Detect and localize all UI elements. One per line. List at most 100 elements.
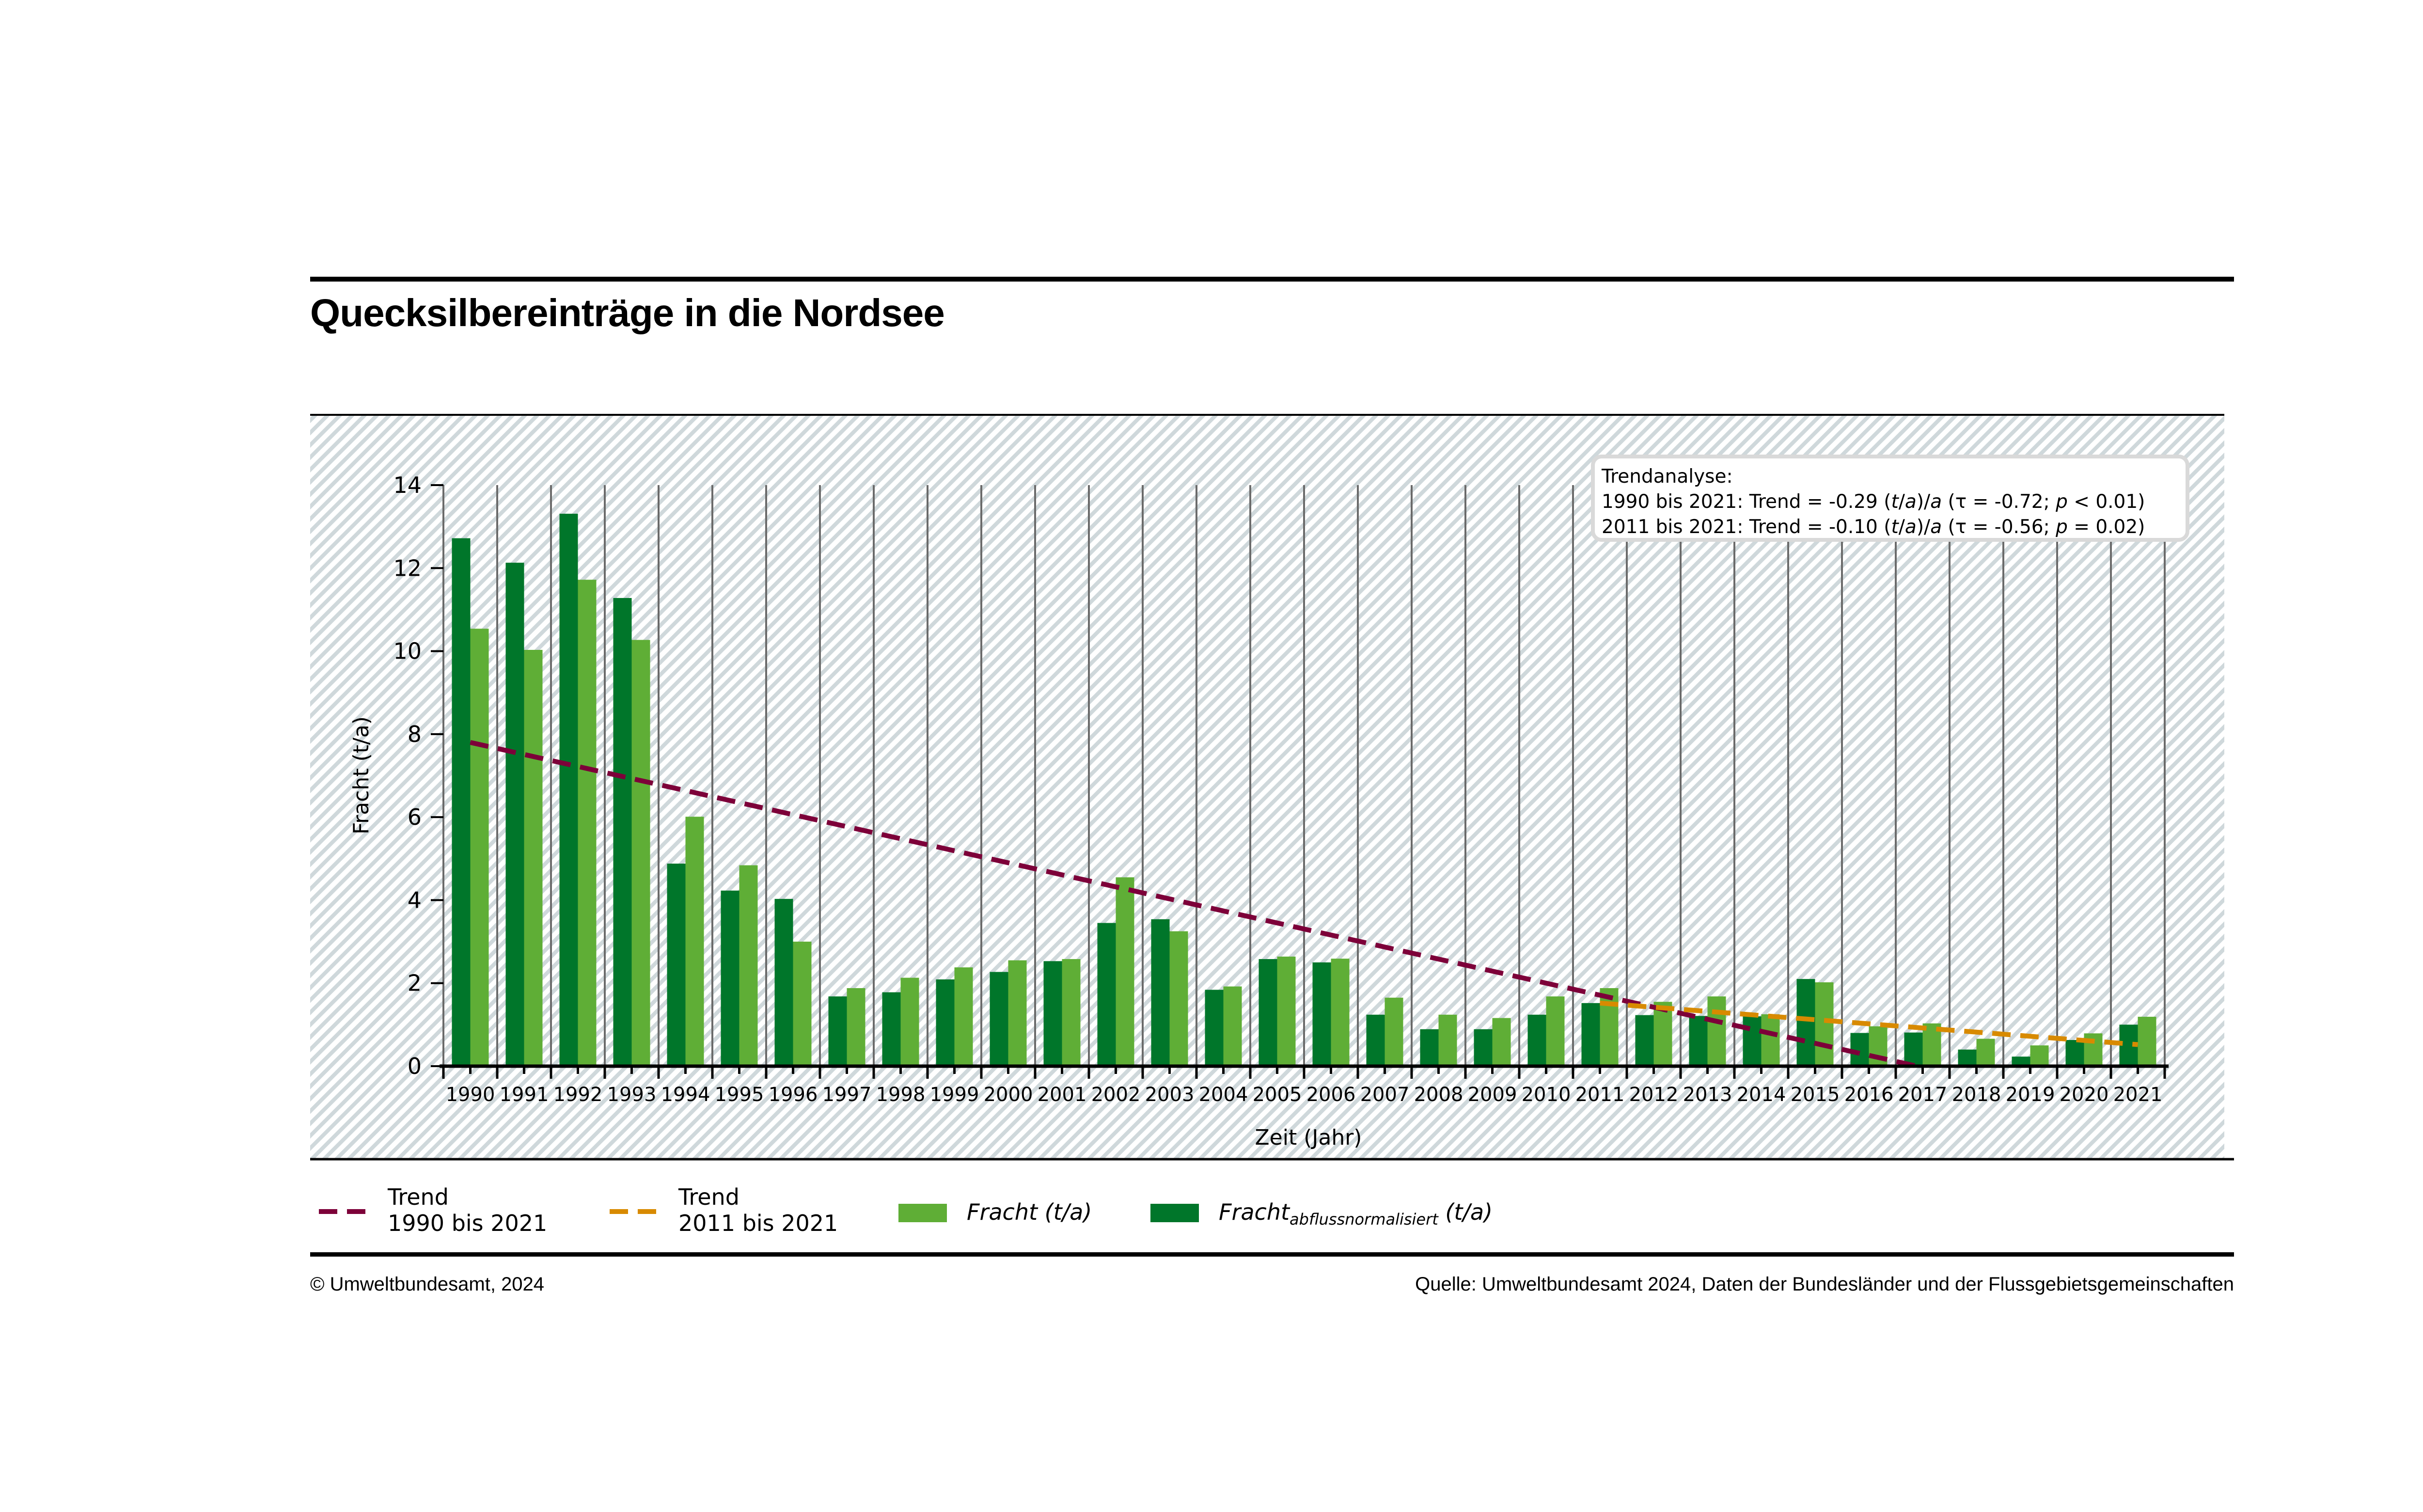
x-tick-label: 2008	[1414, 1084, 1463, 1106]
p-value: < 0.01)	[2067, 491, 2145, 513]
x-tick-label: 2009	[1468, 1084, 1517, 1106]
bar-fracht	[1277, 956, 1296, 1066]
unit-a: a	[1904, 491, 1917, 513]
bar-fracht	[1600, 988, 1619, 1066]
x-axis-label: Zeit (Jahr)	[1255, 1125, 1362, 1150]
bar-fracht	[1653, 1002, 1672, 1066]
bar-fracht	[2030, 1045, 2049, 1066]
x-tick-label: 1999	[930, 1084, 979, 1106]
x-tick-label: 2006	[1306, 1084, 1356, 1106]
x-tick-label: 1996	[769, 1084, 818, 1106]
x-tick-label: 1998	[876, 1084, 926, 1106]
tau: (τ = -0.72;	[1942, 491, 2056, 513]
bar-fracht	[1331, 959, 1350, 1066]
x-tick-label: 2020	[2060, 1084, 2109, 1106]
legend-fracht-unit: (t/a)	[1044, 1199, 1092, 1225]
x-tick-label: 2000	[984, 1084, 1033, 1106]
bar-fracht	[1976, 1039, 1995, 1066]
x-tick-label: 2001	[1038, 1084, 1087, 1106]
x-tick-label: 2003	[1145, 1084, 1195, 1106]
y-tick-label: 6	[408, 804, 422, 830]
bar-fracht	[1385, 997, 1403, 1066]
x-tick-label: 2004	[1199, 1084, 1248, 1106]
trend-line-2011-2021	[1600, 1000, 2138, 1047]
p-symbol: p	[2056, 516, 2068, 538]
mid: )/	[1916, 491, 1931, 513]
bar-fracht-normalized	[613, 598, 632, 1066]
y-tick-label: 2	[408, 970, 422, 996]
bar-fracht	[1438, 1014, 1457, 1066]
y-tick-label: 0	[408, 1053, 422, 1079]
y-axis-label: Fracht (t/a)	[349, 716, 374, 835]
bar-fracht-normalized	[1097, 923, 1116, 1066]
bar-fracht	[847, 988, 865, 1066]
y-tick-label: 12	[393, 555, 422, 581]
bar-fracht	[685, 817, 704, 1066]
legend-fracht-norm-label: Fracht	[1219, 1199, 1290, 1225]
legend-trend2: Trend 2011 bis 2021	[678, 1184, 838, 1236]
bar-fracht-normalized	[990, 972, 1008, 1066]
page-title: Quecksilbereinträge in die Nordsee	[310, 291, 945, 334]
fracht-norm-legend-swatch	[1150, 1204, 1199, 1222]
bar-fracht-normalized	[452, 538, 471, 1066]
bar-fracht-normalized	[721, 890, 739, 1066]
slash: /	[1898, 491, 1905, 513]
bar-fracht-normalized	[2012, 1056, 2030, 1066]
bar-fracht	[1707, 996, 1726, 1066]
p-value: = 0.02)	[2067, 516, 2145, 538]
unit-t: t	[1891, 491, 1899, 513]
x-tick-label: 2018	[1952, 1084, 2001, 1106]
unit-a: a	[1904, 516, 1917, 538]
x-tick-label: 2016	[1844, 1084, 1894, 1106]
x-tick-label: 2011	[1575, 1084, 1625, 1106]
legend-fracht-norm-sub: abflussnormalisiert	[1290, 1210, 1438, 1229]
bar-fracht-normalized	[667, 864, 686, 1066]
legend-fracht: Fracht (t/a)	[967, 1199, 1092, 1225]
grid-lines	[442, 485, 2166, 1066]
bar-fracht-normalized	[936, 979, 955, 1066]
bar-fracht-normalized	[1366, 1014, 1385, 1066]
bar-fracht-normalized	[1581, 1003, 1600, 1066]
trend2-text: 2011 bis 2021: Trend = -0.10 (	[1602, 516, 1891, 538]
bar-fracht-normalized	[505, 563, 524, 1066]
x-tick-label: 2021	[2113, 1084, 2163, 1106]
trend-lines	[470, 740, 2138, 1069]
bar-fracht-normalized	[882, 992, 901, 1066]
bar-fracht	[1116, 877, 1134, 1066]
trend-analysis-box: Trendanalyse: 1990 bis 2021: Trend = -0.…	[1591, 455, 2189, 542]
bar-fracht	[1815, 982, 1834, 1066]
bar-fracht-normalized	[1796, 979, 1815, 1066]
per-a: a	[1930, 491, 1942, 513]
bar-fracht-normalized	[828, 996, 847, 1066]
x-tick-label: 1993	[607, 1084, 657, 1106]
source-text: Quelle: Umweltbundesamt 2024, Daten der …	[1415, 1274, 2234, 1295]
x-tick-label: 2017	[1898, 1084, 1948, 1106]
bar-fracht-normalized	[1474, 1029, 1493, 1066]
bar-fracht-normalized	[1043, 961, 1062, 1066]
legend-trend1-line1: Trend	[388, 1184, 449, 1210]
legend-trend1-line2: 1990 bis 2021	[388, 1210, 548, 1236]
bar-fracht-normalized	[1259, 959, 1277, 1066]
legend-bottom-rule	[310, 1252, 2234, 1257]
fracht-legend-swatch	[898, 1204, 947, 1222]
bar-fracht	[900, 977, 919, 1066]
legend-trend2-line1: Trend	[678, 1184, 739, 1210]
top-rule	[310, 277, 2234, 282]
bar-fracht	[954, 967, 973, 1066]
bar-fracht-normalized	[1958, 1049, 1977, 1066]
bars	[452, 514, 2156, 1066]
p-symbol: p	[2056, 491, 2068, 513]
x-tick-label: 2019	[2006, 1084, 2055, 1106]
bar-fracht	[1492, 1018, 1511, 1066]
trend1-text: 1990 bis 2021: Trend = -0.29 (	[1602, 491, 1891, 513]
bar-fracht-normalized	[2065, 1040, 2084, 1066]
slash: /	[1898, 516, 1905, 538]
x-tick-label: 2007	[1360, 1084, 1410, 1106]
copyright-text: © Umweltbundesamt, 2024	[310, 1274, 545, 1295]
trend-box-line-1: 1990 bis 2021: Trend = -0.29 (t/a)/a (τ …	[1602, 489, 2179, 515]
bar-fracht	[793, 942, 812, 1066]
x-tick-label: 2012	[1629, 1084, 1679, 1106]
bar-fracht	[2138, 1017, 2156, 1066]
bar-fracht-normalized	[1904, 1032, 1923, 1066]
bar-fracht-normalized	[1635, 1015, 1654, 1066]
